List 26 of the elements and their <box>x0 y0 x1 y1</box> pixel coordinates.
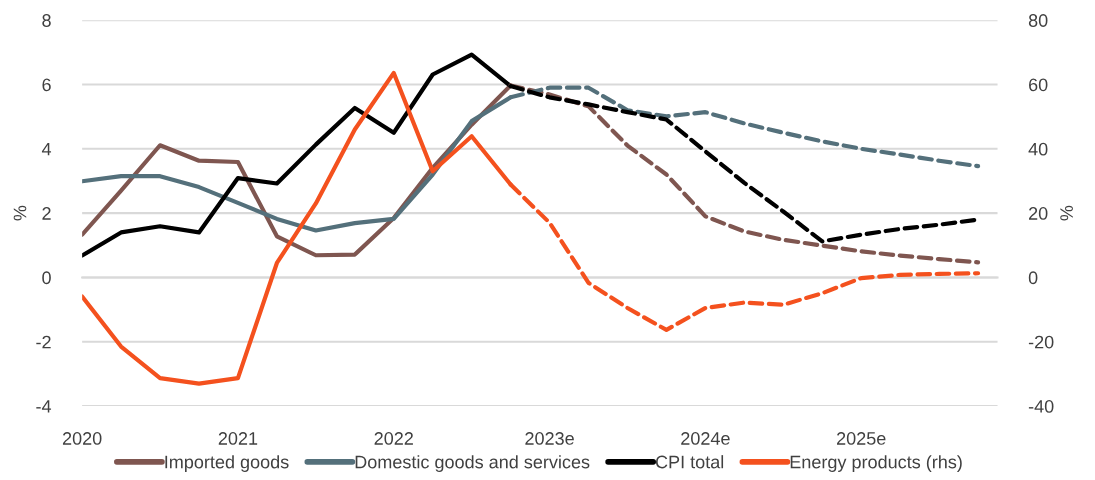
legend-label: Energy products (rhs) <box>790 455 962 472</box>
y2-tick-label: 40 <box>1028 142 1048 156</box>
y-tick-label: -2 <box>36 335 51 349</box>
y-axis-title: % <box>13 205 27 221</box>
y-tick-label: 0 <box>42 271 51 285</box>
legend-label: Domestic goods and services <box>355 455 590 472</box>
legend-label: CPI total <box>655 455 724 469</box>
y2-tick-label: 80 <box>1028 14 1048 27</box>
x-tick-label: 2022 <box>374 432 413 445</box>
y-tick-label: 4 <box>41 142 52 156</box>
y2-tick-label: 0 <box>1028 271 1038 285</box>
y-tick-label: 8 <box>42 14 51 27</box>
x-tick-label: 2024e <box>681 432 730 445</box>
y-tick-label: 2 <box>42 207 51 220</box>
y2-tick-label: -20 <box>1028 335 1054 349</box>
y-tick-label: -4 <box>36 400 52 413</box>
y2-tick-label: 60 <box>1029 78 1048 92</box>
x-tick-label: 2025e <box>837 432 886 445</box>
y-tick-label: 6 <box>42 78 51 92</box>
x-tick-label: 2023e <box>525 432 574 445</box>
y2-tick-label: -40 <box>1028 400 1054 413</box>
legend-label: Imported goods <box>165 455 289 472</box>
y2-tick-label: 20 <box>1029 207 1048 220</box>
x-tick-label: 2020 <box>62 432 102 445</box>
y2-axis-title: % <box>1060 205 1073 221</box>
x-tick-label: 2021 <box>218 432 258 445</box>
